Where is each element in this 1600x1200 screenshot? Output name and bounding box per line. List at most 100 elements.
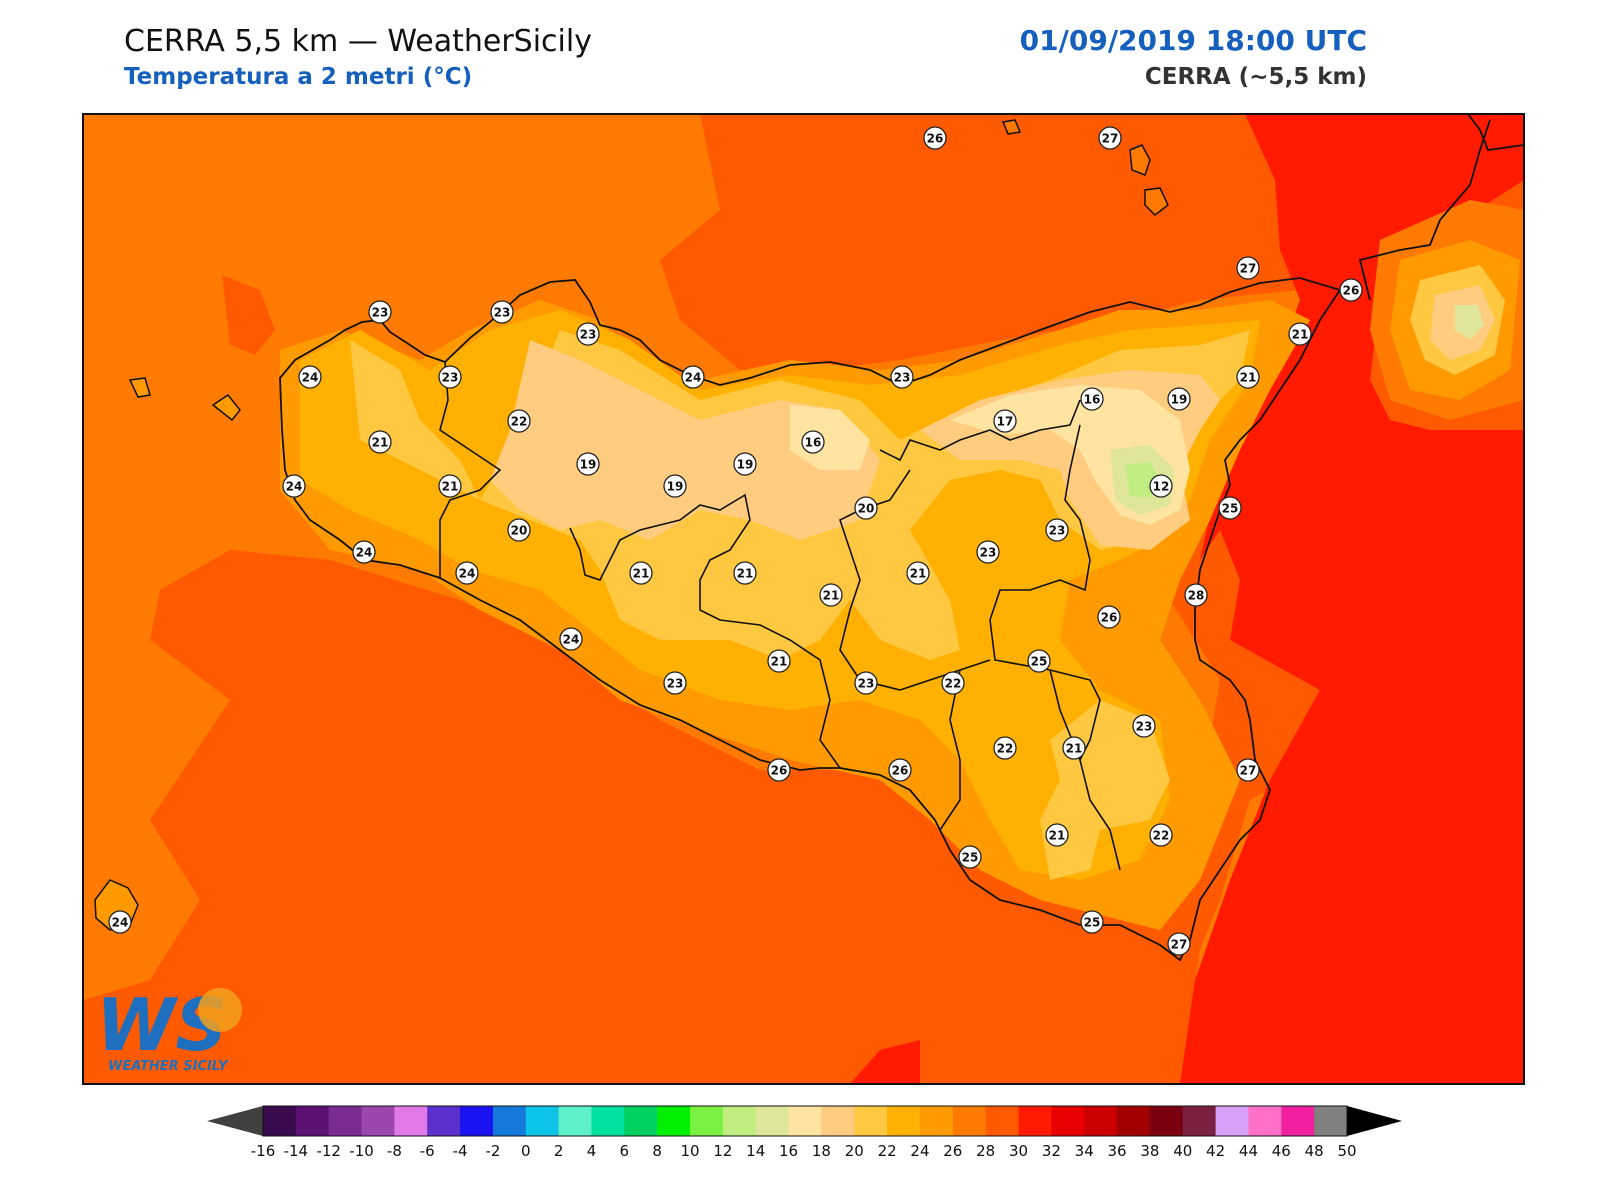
colorbar-cell: [1314, 1106, 1348, 1136]
province-boundaries: [439, 361, 1121, 871]
station-value: 26: [927, 132, 944, 146]
colorbar-tick-label: 18: [812, 1142, 831, 1160]
colorbar-tick-label: 20: [845, 1142, 864, 1160]
colorbar-cell: [525, 1106, 560, 1136]
station-marker: 21: [1236, 365, 1260, 389]
station-circle: [576, 322, 600, 346]
station-value: 21: [372, 436, 389, 450]
colorbar-cell: [492, 1106, 527, 1136]
variable-subtitle: Temperatura a 2 metri (°C): [124, 64, 473, 90]
station-marker: 26: [767, 758, 791, 782]
station-circle: [906, 561, 930, 585]
station-marker: 26: [1097, 605, 1121, 629]
station-marker: 24: [298, 365, 322, 389]
station-marker: 23: [576, 322, 600, 346]
colorbar-tick-label: -8: [387, 1142, 402, 1160]
station-circle: [507, 518, 531, 542]
station-circle: [854, 496, 878, 520]
colorbar-tick-label: 46: [1272, 1142, 1291, 1160]
station-circle: [1184, 583, 1208, 607]
colorbar-cell: [690, 1106, 724, 1136]
colorbar-tick-label: 34: [1075, 1142, 1094, 1160]
colorbar-cell: [394, 1106, 428, 1136]
station-marker: 24: [559, 627, 583, 651]
station-value: 27: [1240, 764, 1257, 778]
station-circle: [1236, 758, 1260, 782]
station-marker: 19: [1167, 387, 1191, 411]
station-value: 19: [667, 480, 684, 494]
station-value: 12: [1153, 480, 1170, 494]
station-circle: [819, 583, 843, 607]
colorbar-cell: [1117, 1106, 1151, 1136]
colorbar-tick-label: 8: [652, 1142, 662, 1160]
logo-name: WEATHER SICILY: [108, 1059, 229, 1074]
station-circle: [733, 561, 757, 585]
station-marker: 23: [490, 300, 514, 324]
station-value: 22: [997, 742, 1014, 756]
colorbar-tick-label: -6: [420, 1142, 435, 1160]
station-marker: 23: [663, 671, 687, 695]
station-marker: 21: [438, 474, 462, 498]
station-circle: [1080, 910, 1104, 934]
colorbar-tick-label: 32: [1042, 1142, 1061, 1160]
station-circle: [888, 758, 912, 782]
station-marker: 27: [1098, 126, 1122, 150]
station-marker: 27: [1236, 758, 1260, 782]
station-value: 27: [1102, 132, 1119, 146]
colorbar-cell: [722, 1106, 757, 1136]
station-value: 24: [563, 633, 580, 647]
colorbar-cell: [1248, 1106, 1282, 1136]
station-value: 21: [910, 567, 927, 581]
station-value: 21: [737, 567, 754, 581]
station-value: 23: [667, 677, 684, 691]
station-marker: 27: [1167, 932, 1191, 956]
colorbar-ticks: -16 -14 -12 -10 -8 -6 -4 -2 0 2 4 6 8 10 12 14 16 18 20 22 2…: [251, 1142, 1357, 1160]
station-marker: 24: [282, 474, 306, 498]
colorbar-cell: [591, 1106, 625, 1136]
colorbar-cell: [919, 1106, 954, 1136]
model-label: CERRA (~5,5 km): [1144, 64, 1367, 90]
colorbar-tick-label: -10: [349, 1142, 374, 1160]
station-value: 21: [633, 567, 650, 581]
colorbar-frame: [262, 1105, 1348, 1137]
station-circle: [455, 561, 479, 585]
station-marker: 23: [890, 365, 914, 389]
station-value: 23: [894, 371, 911, 385]
station-circle: [629, 561, 653, 585]
station-value: 23: [494, 306, 511, 320]
colorbar-under-arrow: [207, 1106, 263, 1136]
station-circle: [1132, 714, 1156, 738]
station-circle: [1288, 322, 1312, 346]
aeolian-islands: [1001, 119, 1169, 216]
station-circle: [368, 430, 392, 454]
station-circle: [976, 540, 1000, 564]
colorbar-tick-label: 26: [943, 1142, 962, 1160]
station-value: 27: [1171, 938, 1188, 952]
station-value: 26: [1101, 611, 1118, 625]
station-value: 26: [1343, 284, 1360, 298]
station-marker: 28: [1184, 583, 1208, 607]
colorbar-tick-label: 4: [587, 1142, 597, 1160]
colorbar-cell: [361, 1106, 395, 1136]
weathersicily-logo: WS WEATHER SICILY: [96, 983, 242, 1074]
station-circle: [1167, 387, 1191, 411]
station-marker: 16: [801, 430, 825, 454]
station-marker: 19: [733, 452, 757, 476]
station-circle: [1149, 823, 1173, 847]
colorbar-cell: [558, 1106, 592, 1136]
colorbar-cells: [207, 1105, 1402, 1137]
station-marker: 24: [455, 561, 479, 585]
station-value: 21: [1292, 328, 1309, 342]
station-value: 16: [1084, 393, 1101, 407]
station-circle: [767, 758, 791, 782]
colorbar-tick-label: 16: [779, 1142, 798, 1160]
colorbar-cell: [1281, 1106, 1315, 1136]
station-circle: [993, 736, 1017, 760]
colorbar-cell: [887, 1106, 921, 1136]
field-band-30-south: [850, 1040, 920, 1084]
station-value: 22: [1153, 829, 1170, 843]
station-value: 27: [1240, 262, 1257, 276]
colorbar-cell: [624, 1106, 658, 1136]
station-value: 25: [962, 851, 979, 865]
station-marker: 22: [941, 671, 965, 695]
